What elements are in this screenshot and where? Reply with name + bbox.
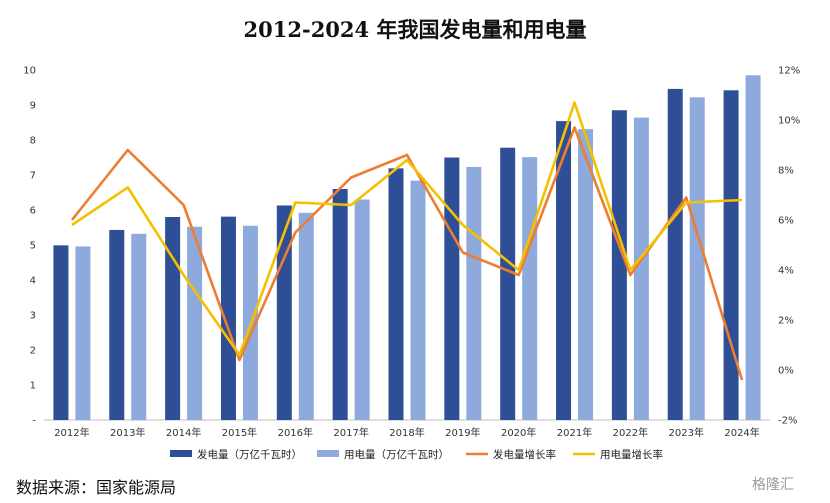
legend-generation-swatch — [170, 450, 192, 457]
left-axis-tick-label: 1 — [30, 381, 36, 392]
generation-bar — [500, 147, 516, 420]
left-axis-tick-label: 10 — [23, 66, 36, 77]
generation-bar — [388, 168, 404, 420]
left-axis-tick-label: 7 — [30, 171, 36, 182]
legend-generation-growth-label: 发电量增长率 — [493, 448, 556, 461]
generation-bar — [556, 121, 572, 420]
right-axis-tick-label: 4% — [778, 266, 794, 277]
consumption-bar — [75, 246, 91, 420]
generation-bar — [444, 157, 460, 420]
x-axis-tick-label: 2018年 — [389, 426, 424, 439]
right-axis-tick-label: 12% — [778, 66, 800, 77]
left-axis-tick-label: - — [32, 416, 36, 427]
left-axis-tick-label: 4 — [30, 276, 36, 287]
legend-consumption-label: 用电量（万亿千瓦时） — [344, 448, 449, 461]
consumption-bar — [578, 129, 594, 420]
left-axis-tick-label: 8 — [30, 136, 36, 147]
consumption-bar — [131, 233, 147, 420]
x-axis-tick-label: 2022年 — [613, 426, 648, 439]
right-axis-tick-label: -2% — [778, 416, 797, 427]
right-axis-tick-label: 10% — [778, 116, 800, 127]
generation-bar — [276, 205, 292, 420]
generation-bar — [723, 90, 739, 421]
watermark: 格隆汇 — [752, 477, 794, 493]
consumption-bar — [466, 166, 482, 420]
generation-bar — [220, 216, 236, 420]
x-axis-tick-label: 2015年 — [222, 426, 257, 439]
legend-generation-label: 发电量（万亿千瓦时） — [197, 448, 302, 461]
x-axis-tick-label: 2019年 — [445, 426, 480, 439]
x-axis-tick-label: 2017年 — [333, 426, 368, 439]
consumption-bar — [522, 157, 538, 420]
left-axis-tick-label: 3 — [30, 311, 36, 322]
consumption-bar — [298, 212, 314, 420]
left-axis-tick-label: 5 — [30, 241, 36, 252]
left-axis-tick-label: 2 — [30, 346, 36, 357]
right-axis-tick-label: 6% — [778, 216, 794, 227]
generation-growth-line — [70, 126, 744, 381]
generation-bar — [667, 88, 683, 421]
x-axis-tick-label: 2014年 — [166, 426, 201, 439]
legend-consumption-swatch — [317, 450, 339, 457]
generation-bar — [332, 189, 348, 420]
generation-bar — [165, 217, 181, 420]
consumption-bar — [689, 97, 705, 421]
left-axis-tick-label: 6 — [30, 206, 36, 217]
right-axis-tick-label: 0% — [778, 366, 794, 377]
x-axis-tick-label: 2020年 — [501, 426, 536, 439]
legend-consumption-growth-label: 用电量增长率 — [600, 448, 663, 461]
x-axis-tick-label: 2024年 — [724, 426, 759, 439]
consumption-growth-line — [71, 101, 743, 357]
right-axis-tick-label: 8% — [778, 166, 794, 177]
x-axis-tick-label: 2013年 — [110, 426, 145, 439]
chart-title: 2012-2024 年我国发电量和用电量 — [243, 17, 587, 42]
consumption-bar — [410, 180, 426, 420]
right-axis-tick-label: 2% — [778, 316, 794, 327]
x-axis-tick-label: 2012年 — [54, 426, 89, 439]
generation-bar — [109, 229, 125, 420]
generation-bar — [611, 110, 627, 420]
consumption-bar — [187, 226, 203, 420]
left-axis-tick-label: 9 — [30, 101, 36, 112]
consumption-bar — [633, 117, 649, 420]
source-note: 数据来源：国家能源局 — [16, 478, 177, 497]
x-axis-tick-label: 2021年 — [557, 426, 592, 439]
x-axis-tick-label: 2016年 — [278, 426, 313, 439]
consumption-bar — [745, 75, 761, 420]
x-axis-tick-label: 2023年 — [669, 426, 704, 439]
generation-bar — [53, 245, 69, 420]
consumption-bar — [354, 199, 370, 420]
